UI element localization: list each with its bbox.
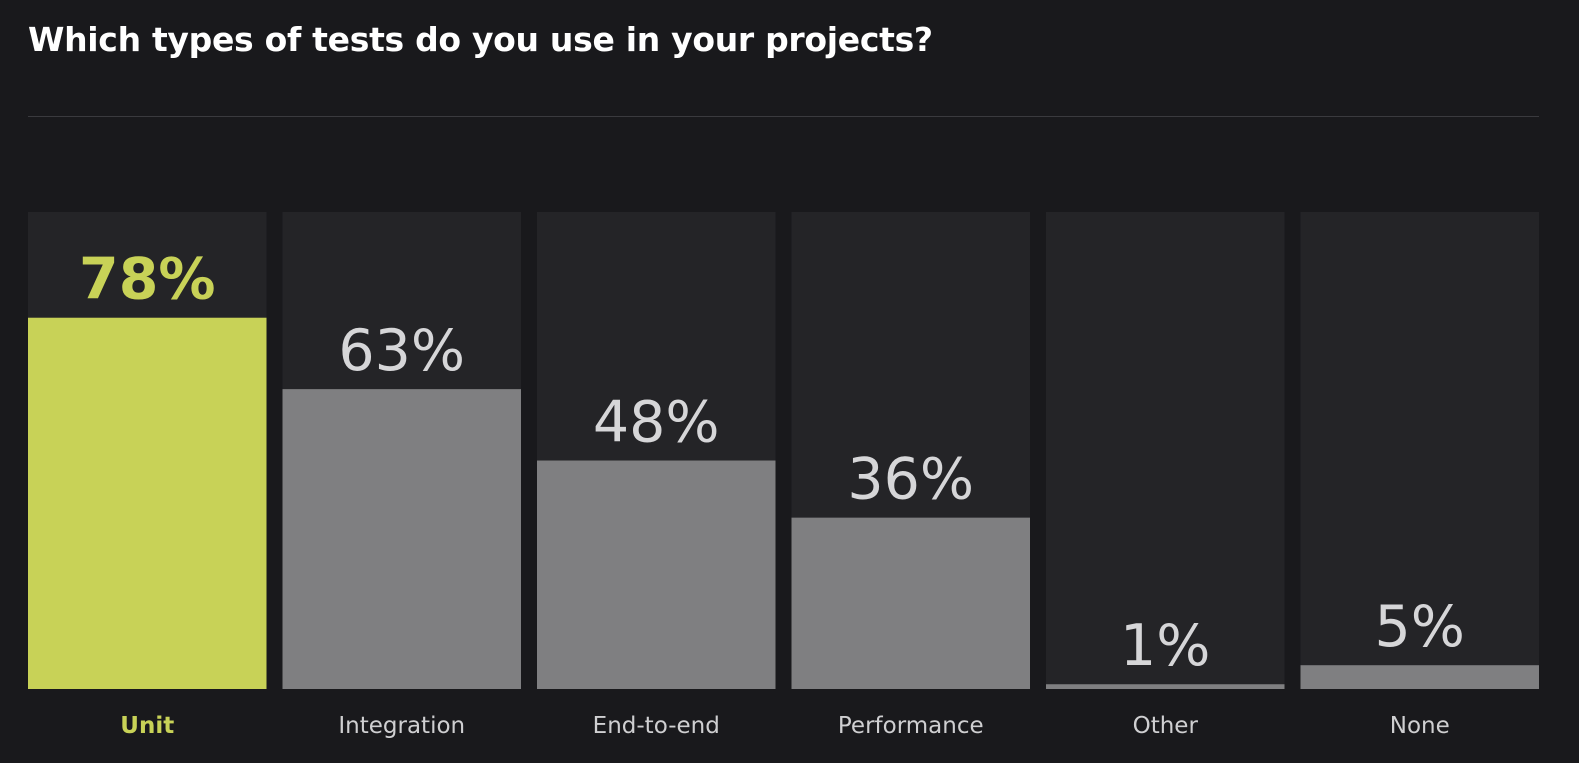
category-label: Other (1133, 713, 1199, 739)
bar-track (1046, 212, 1285, 689)
value-label: 5% (1375, 594, 1465, 660)
value-label: 63% (338, 318, 465, 384)
title-divider (28, 116, 1539, 117)
value-label: 78% (79, 247, 215, 313)
bar-unit (28, 317, 267, 689)
bar-other (1046, 684, 1285, 689)
bar-track (1300, 212, 1539, 689)
value-label: 48% (593, 390, 720, 456)
bar-none (1300, 665, 1539, 689)
category-label: None (1390, 713, 1450, 739)
bar-performance (791, 517, 1030, 689)
category-label: Performance (838, 713, 984, 739)
bar-end-to-end (537, 460, 776, 689)
category-label: Unit (120, 713, 174, 739)
value-label: 36% (847, 447, 974, 513)
category-label: End-to-end (593, 713, 720, 739)
bar-integration (282, 389, 521, 689)
value-label: 1% (1120, 613, 1210, 679)
category-label: Integration (338, 713, 465, 739)
chart-title: Which types of tests do you use in your … (28, 20, 933, 59)
